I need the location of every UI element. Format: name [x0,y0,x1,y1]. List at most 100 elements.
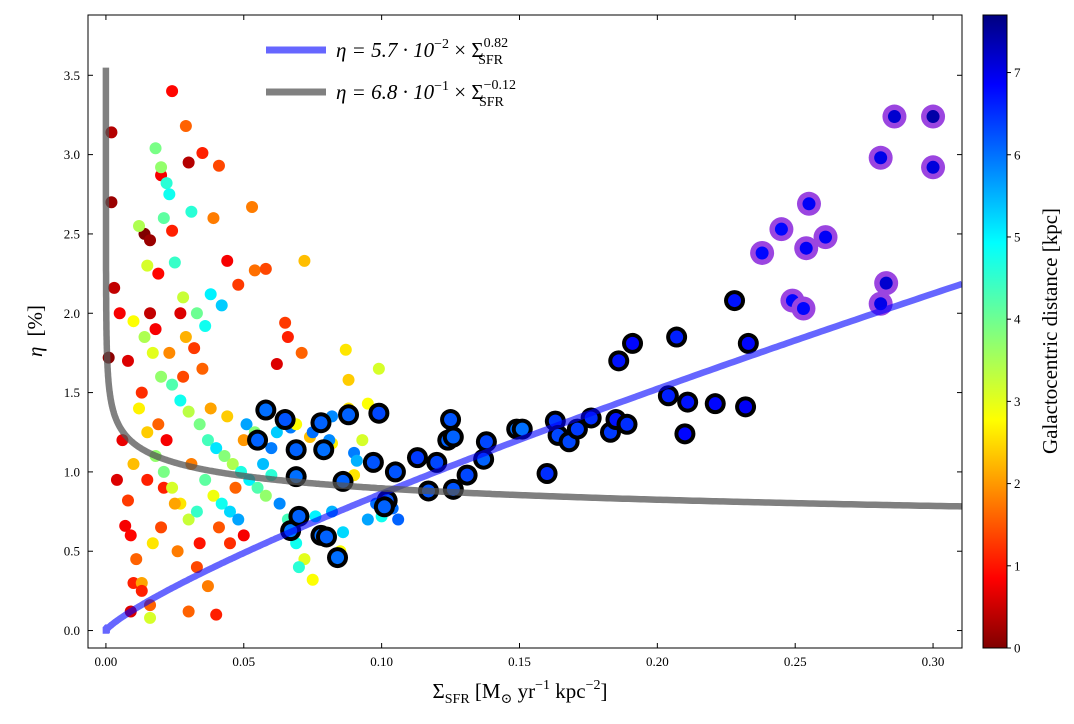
data-point [190,505,203,518]
data-point [163,188,176,201]
data-point [708,397,722,411]
x-tick-label: 0.05 [232,654,255,669]
data-point [356,434,369,447]
data-point [201,580,214,593]
data-point [204,288,217,301]
data-point [246,200,259,213]
data-point [160,434,173,447]
data-point [179,331,192,344]
data-point [127,576,140,589]
data-point [372,406,386,420]
data-point [174,394,187,407]
data-point [185,205,198,218]
fit-gray [102,67,962,510]
colorbar: 0 1 2 3 4 5 6 7 Galactocentric distance [kpc] [982,14,1062,656]
data-point [670,330,684,344]
data-point [110,473,123,486]
y-tick-label: 3.0 [64,147,80,162]
y-tick-label: 3.5 [64,68,80,83]
data-point [144,234,157,247]
data-point [612,354,626,368]
x-tick-label: 0.15 [508,654,531,669]
data-point [215,497,228,510]
data-point [259,262,272,275]
data-point [141,259,154,272]
data-point [149,142,162,155]
data-point [212,159,225,172]
data-point [218,450,231,463]
data-point [204,402,217,415]
data-point [796,301,810,315]
data-point [879,276,893,290]
data-point [515,422,529,436]
data-point [774,222,788,236]
colorbar-tick-label: 7 [1014,65,1021,80]
data-point [259,403,273,417]
data-point [229,481,242,494]
data-point [127,457,140,470]
y-tick-label: 1.5 [64,385,80,400]
x-tick-label: 0.25 [784,654,807,669]
colorbar-label: Galactocentric distance [kpc] [1038,208,1062,454]
data-point [179,120,192,133]
data-point [248,264,261,277]
plot-frame [87,14,963,649]
data-point [196,147,209,160]
data-point [149,323,162,336]
data-point [279,316,292,329]
data-point [146,346,159,359]
colorbar-tick-label: 2 [1014,476,1021,491]
data-point [270,358,283,371]
data-point [133,220,146,232]
data-point [177,370,190,383]
data-point [127,315,140,328]
data-point [221,410,234,423]
data-point [887,110,901,124]
data-point [626,336,640,350]
data-point [166,378,179,391]
data-point [562,435,576,449]
x-tick-label: 0.30 [922,654,945,669]
data-point [144,611,157,624]
data-point [237,434,250,447]
data-point [430,455,444,469]
data-point [157,212,170,225]
data-point [739,400,753,414]
data-point [182,605,195,618]
data-point [388,465,402,479]
data-point [620,417,634,431]
data-point [196,362,209,375]
data-point [108,281,121,294]
data-point [741,336,755,350]
colorbar-tick-label: 4 [1014,312,1021,327]
data-point [130,553,143,566]
data-point [155,521,168,534]
data-point [182,156,195,169]
data-point [168,256,181,269]
colorbar-gradient [982,14,1008,649]
data-point [207,212,220,225]
data-point [273,497,286,510]
data-point [314,416,328,430]
data-point [337,526,350,539]
data-point [152,267,165,280]
data-point [121,354,134,367]
data-point [113,307,126,320]
data-point [292,509,306,523]
data-point [138,331,151,344]
data-point [163,346,176,359]
legend-label-blue: η = 5.7 · 10−2 × Σ0.82 SFR [336,36,508,68]
data-point [281,331,294,344]
y-tick-label: 1.0 [64,464,80,479]
colorbar-tick-label: 1 [1014,558,1021,573]
colorbar-tick-label: 5 [1014,229,1021,244]
data-point [210,442,223,455]
x-tick-label: 0.20 [646,654,669,669]
data-point [182,405,195,418]
data-point [199,319,212,332]
data-point [210,608,223,621]
data-point [342,408,356,422]
data-point [166,481,179,494]
y-axis-label: η[%] [23,305,47,357]
data-point [121,494,134,507]
